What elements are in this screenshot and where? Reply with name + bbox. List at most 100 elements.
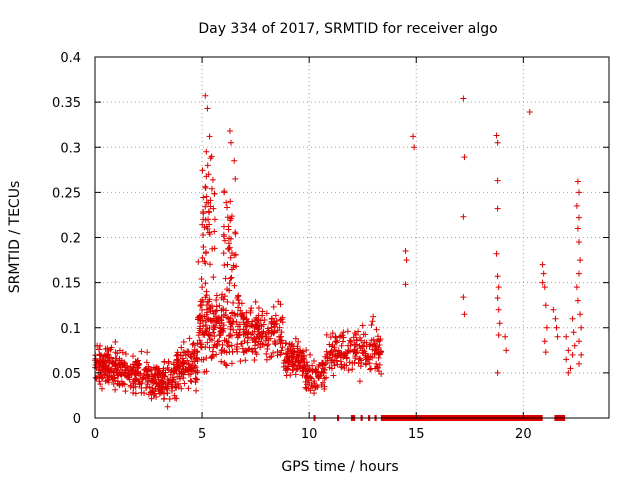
data-point <box>277 339 284 346</box>
data-point <box>494 139 501 146</box>
x-tick-label: 5 <box>198 427 206 442</box>
y-tick-label: 0.35 <box>52 96 81 111</box>
data-point <box>200 356 207 363</box>
data-point <box>322 374 329 381</box>
data-point <box>268 353 275 360</box>
data-point <box>286 341 293 348</box>
data-point <box>340 334 347 341</box>
data-point <box>206 305 213 312</box>
data-point <box>224 298 231 305</box>
data-point <box>131 370 138 377</box>
data-point <box>363 360 370 367</box>
data-point <box>570 329 577 336</box>
data-point <box>138 389 145 396</box>
data-point <box>309 362 316 369</box>
data-point <box>203 199 210 206</box>
data-point <box>356 378 363 385</box>
data-point <box>257 331 264 338</box>
data-point <box>203 288 210 295</box>
data-point <box>285 357 292 364</box>
data-point <box>133 376 140 383</box>
data-point <box>332 334 339 341</box>
data-point <box>267 354 274 361</box>
data-point <box>244 330 251 337</box>
data-point <box>219 328 226 335</box>
data-point <box>205 331 212 338</box>
data-point <box>202 216 209 223</box>
data-point <box>539 279 546 286</box>
data-point <box>232 312 239 319</box>
data-point <box>256 334 263 341</box>
data-point <box>116 381 123 388</box>
data-point <box>112 386 119 393</box>
data-point <box>204 162 211 169</box>
data-point <box>263 356 270 363</box>
data-point <box>299 364 306 371</box>
data-point <box>207 336 214 343</box>
data-point <box>344 328 351 335</box>
data-point <box>185 351 192 358</box>
data-point <box>130 353 137 360</box>
data-point <box>109 374 116 381</box>
data-point <box>574 225 581 232</box>
data-point <box>577 257 584 264</box>
data-point <box>229 309 236 316</box>
data-point <box>129 367 136 374</box>
data-point <box>180 338 187 345</box>
data-point <box>331 362 338 369</box>
data-point <box>198 275 205 282</box>
data-point <box>366 342 373 349</box>
data-point <box>326 364 333 371</box>
data-point <box>328 357 335 364</box>
data-point <box>292 335 299 342</box>
data-point <box>225 223 232 230</box>
data-point <box>246 322 253 329</box>
data-point <box>203 193 210 200</box>
data-point <box>243 329 250 336</box>
data-point <box>214 338 221 345</box>
data-point <box>369 318 376 325</box>
data-point <box>229 321 236 328</box>
data-point <box>242 347 249 354</box>
data-point <box>179 360 186 367</box>
data-point <box>541 284 548 291</box>
data-point <box>199 221 206 228</box>
data-point <box>209 352 216 359</box>
data-point <box>289 362 296 369</box>
data-point <box>376 350 383 357</box>
data-point <box>252 323 259 330</box>
data-point <box>198 341 205 348</box>
data-point <box>106 372 113 379</box>
data-point <box>323 331 330 338</box>
data-point <box>175 363 182 370</box>
data-point <box>328 343 335 350</box>
data-point <box>495 306 502 313</box>
data-point <box>114 350 121 357</box>
data-point <box>329 330 336 337</box>
data-point <box>148 373 155 380</box>
data-point <box>375 368 382 375</box>
data-point <box>206 133 213 140</box>
data-point <box>402 248 409 255</box>
data-point <box>130 380 137 387</box>
data-point <box>193 376 200 383</box>
data-point <box>152 378 159 385</box>
data-point <box>224 261 231 268</box>
data-point <box>573 284 580 291</box>
data-point <box>550 306 557 313</box>
data-point <box>204 105 211 112</box>
data-point <box>285 357 292 364</box>
data-point <box>461 154 468 161</box>
data-point <box>253 316 260 323</box>
data-point <box>199 284 206 291</box>
data-point <box>227 326 234 333</box>
data-point <box>304 374 311 381</box>
data-point <box>332 348 339 355</box>
data-point <box>367 366 374 373</box>
data-point <box>263 350 270 357</box>
data-point <box>188 378 195 385</box>
data-point <box>185 385 192 392</box>
data-point <box>151 371 158 378</box>
data-point <box>313 382 320 389</box>
y-tick-label: 0.1 <box>60 322 81 337</box>
